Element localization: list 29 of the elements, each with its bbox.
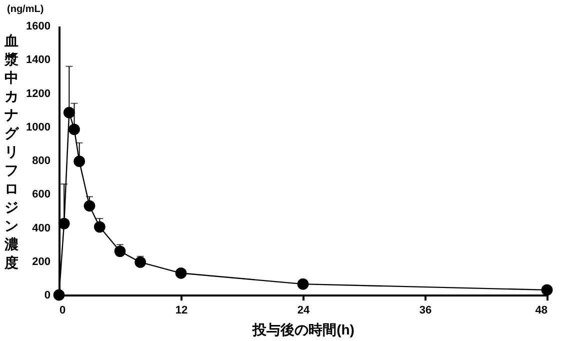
y-tick-label: 600 [32, 188, 50, 201]
point [84, 200, 96, 212]
y-tick-label: 0 [44, 290, 50, 302]
y-tick-label: 800 [32, 155, 50, 167]
point [58, 218, 70, 230]
x-tick-label: 24 [297, 304, 310, 316]
point [541, 284, 553, 296]
y-tick-label: 1200 [26, 88, 50, 100]
x-axis-title: 投与後の時間(h) [252, 322, 354, 338]
y-tick-label: 1400 [26, 54, 50, 66]
point [134, 256, 146, 268]
point [63, 106, 75, 118]
point [53, 289, 65, 301]
point [68, 124, 80, 136]
y-tick-label: 1000 [26, 121, 50, 134]
text: (ng/mL) [7, 4, 44, 15]
x-tick-label: 12 [175, 304, 188, 316]
y-tick-label: 1600 [26, 20, 50, 32]
y-tick-label: 400 [32, 222, 50, 234]
x-tick-label: 36 [419, 304, 432, 316]
point [175, 267, 187, 279]
point [74, 156, 86, 168]
y-tick-label: 200 [32, 256, 50, 268]
text: 血漿中カナグリフロジン濃度 [4, 32, 18, 270]
point [114, 246, 126, 257]
point [297, 278, 309, 290]
point [94, 221, 106, 233]
x-tick-label: 0 [60, 304, 66, 316]
x-tick-label: 48 [535, 304, 548, 316]
